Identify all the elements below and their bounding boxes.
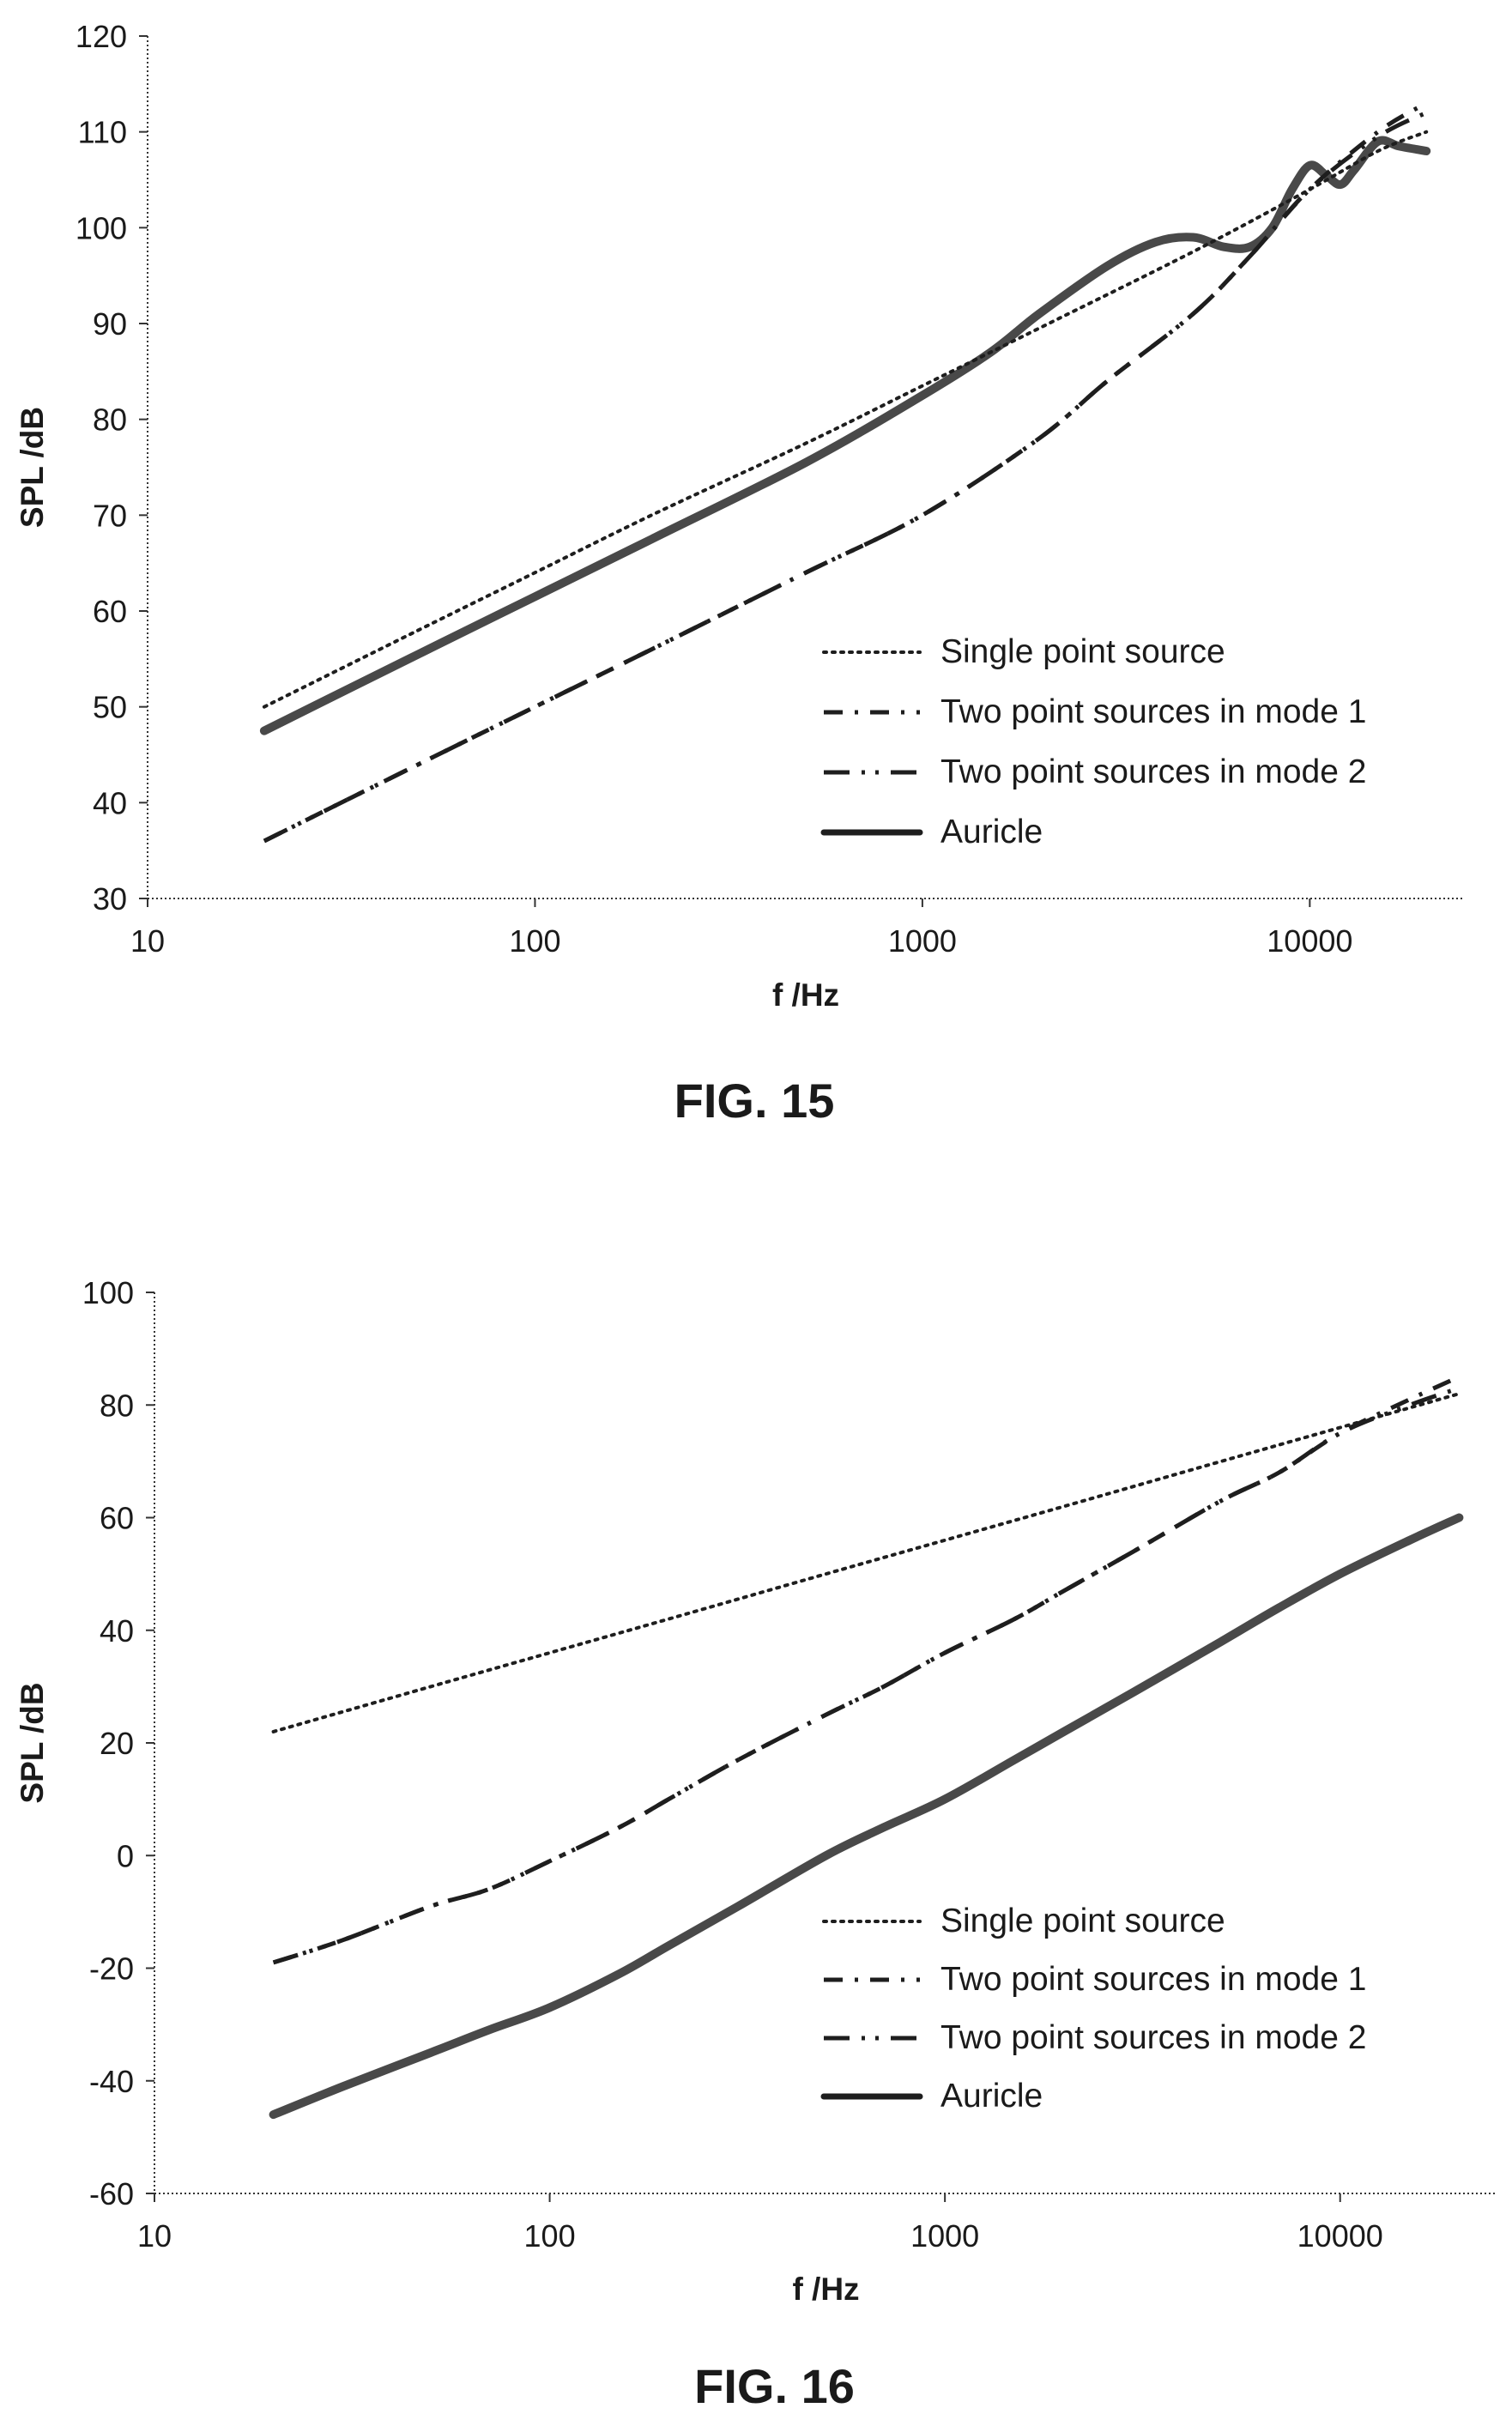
y-tick-label: 40: [93, 785, 127, 820]
figure-caption: FIG. 15: [674, 1074, 835, 1128]
series-line-two-point-sources-in-mode-1: [272, 1375, 1461, 1965]
y-tick-label: 30: [93, 881, 127, 917]
legend-label-two-point-sources-in-mode-2: Two point sources in mode 2: [940, 2019, 1366, 2056]
x-tick-label: 1000: [910, 2218, 979, 2254]
legend-label-auricle: Auricle: [940, 814, 1043, 850]
y-tick-label: 40: [100, 1613, 134, 1649]
y-tick-label: 80: [93, 402, 127, 438]
legend-label-single-point-source: Single point source: [940, 1903, 1225, 1939]
legend-label-two-point-sources-in-mode-1: Two point sources in mode 1: [940, 693, 1366, 730]
y-axis-label: SPL /dB: [15, 1682, 50, 1803]
y-tick-label: 60: [93, 594, 127, 629]
y-tick-label: 50: [93, 690, 127, 725]
series-line-single-point-source: [262, 130, 1429, 709]
series-line-auricle: [259, 136, 1431, 735]
y-tick-label: 80: [100, 1388, 134, 1423]
y-tick-label: 0: [117, 1838, 134, 1873]
legend: Single point source Two point sources in …: [820, 1903, 1366, 2114]
series-line-two-point-sources-in-mode-2: [272, 1386, 1461, 1965]
x-tick-label: 100: [524, 2218, 576, 2254]
y-tick-label: 60: [100, 1501, 134, 1536]
figure-caption: FIG. 16: [694, 2359, 855, 2413]
series-line-single-point-source: [271, 1392, 1461, 1733]
x-axis-label: f /Hz: [772, 977, 839, 1013]
y-tick-label: -60: [89, 2176, 134, 2211]
x-tick-label: 10000: [1297, 2218, 1383, 2254]
legend-label-single-point-source: Single point source: [940, 633, 1225, 670]
x-tick-label: 10000: [1267, 923, 1352, 959]
y-axis-label: SPL /dB: [15, 407, 50, 528]
y-tick-label: 100: [82, 1275, 134, 1310]
x-tick-label: 10: [137, 2218, 172, 2254]
y-tick-label: 110: [78, 115, 127, 150]
x-axis-label: f /Hz: [792, 2272, 859, 2307]
chart-1: 30 40 50 60 70 80 90 100 110 120 10 100 1000 10000 f /…: [15, 19, 1464, 1128]
x-tick-label: 100: [509, 923, 560, 959]
y-tick-label: 70: [93, 498, 127, 533]
y-tick-label: 120: [76, 19, 127, 54]
legend-label-two-point-sources-in-mode-1: Two point sources in mode 1: [940, 1961, 1366, 1998]
y-tick-label: 100: [76, 210, 127, 245]
y-tick-label: 20: [100, 1726, 134, 1761]
y-tick-label: -40: [89, 2064, 134, 2099]
series-line-two-point-sources-in-mode-1: [263, 101, 1428, 844]
x-tick-label: 1000: [888, 923, 957, 959]
legend-label-two-point-sources-in-mode-2: Two point sources in mode 2: [940, 753, 1366, 790]
legend-label-auricle: Auricle: [940, 2078, 1043, 2114]
series-line-auricle: [269, 1513, 1464, 2120]
y-tick-label: 90: [93, 306, 127, 342]
y-tick-label: -20: [89, 1951, 134, 1987]
legend: Single point source Two point sources in …: [820, 633, 1366, 850]
x-tick-label: 10: [130, 923, 165, 959]
chart-2: -60 -40 -20 0 20 40 60 80 100 10 100 1000 10000 f /Hz…: [15, 1275, 1497, 2413]
